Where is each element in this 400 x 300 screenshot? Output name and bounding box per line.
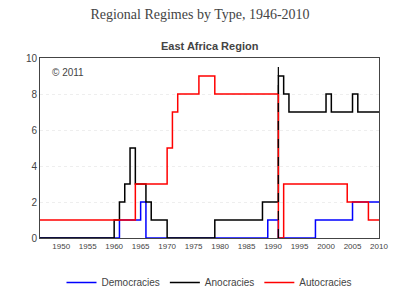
- svg-text:2010: 2010: [370, 242, 388, 251]
- svg-text:1975: 1975: [185, 242, 203, 251]
- svg-text:1965: 1965: [132, 242, 150, 251]
- svg-text:1950: 1950: [52, 242, 70, 251]
- svg-text:1970: 1970: [158, 242, 176, 251]
- svg-text:6: 6: [31, 125, 37, 136]
- svg-text:8: 8: [31, 89, 37, 100]
- svg-text:0: 0: [31, 233, 37, 244]
- svg-text:© 2011: © 2011: [52, 67, 84, 78]
- svg-text:1990: 1990: [264, 242, 282, 251]
- svg-text:2: 2: [31, 197, 37, 208]
- svg-text:2005: 2005: [344, 242, 362, 251]
- svg-text:Regional Regimes by Type, 1946: Regional Regimes by Type, 1946-2010: [90, 7, 309, 22]
- svg-text:East Africa Region: East Africa Region: [161, 40, 259, 52]
- svg-text:1985: 1985: [238, 242, 256, 251]
- svg-text:Democracies: Democracies: [102, 277, 160, 288]
- svg-text:4: 4: [31, 161, 37, 172]
- svg-text:1995: 1995: [291, 242, 309, 251]
- svg-text:10: 10: [26, 53, 38, 64]
- svg-text:Anocracies: Anocracies: [205, 277, 254, 288]
- svg-text:1960: 1960: [105, 242, 123, 251]
- svg-text:1955: 1955: [79, 242, 97, 251]
- svg-text:2000: 2000: [317, 242, 335, 251]
- svg-text:1980: 1980: [211, 242, 229, 251]
- svg-text:Autocracies: Autocracies: [299, 277, 351, 288]
